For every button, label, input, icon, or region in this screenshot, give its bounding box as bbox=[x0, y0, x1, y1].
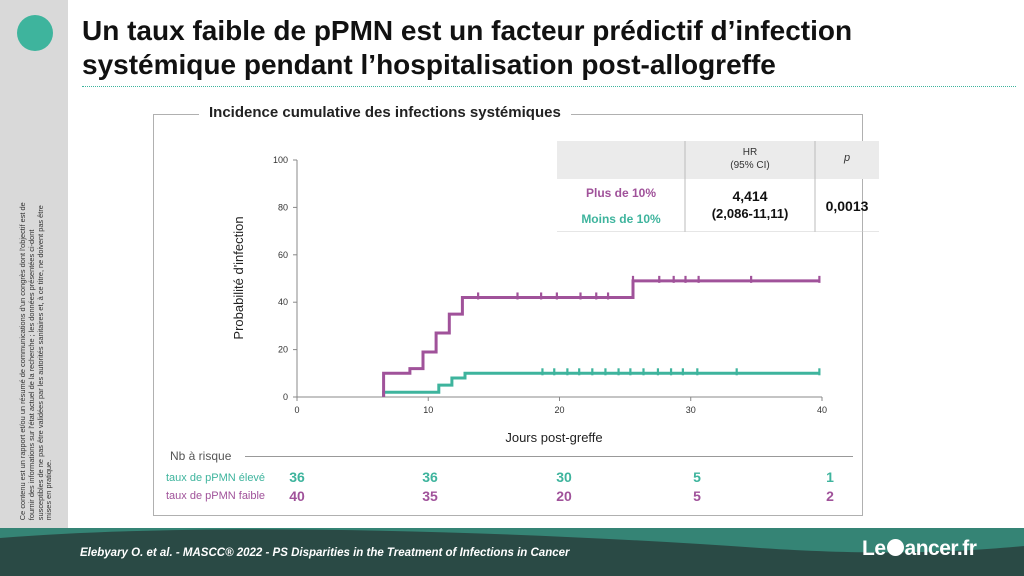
risk-value: 5 bbox=[693, 488, 701, 504]
y-tick-label: 0 bbox=[283, 392, 288, 402]
chart-title: Incidence cumulative des infections syst… bbox=[199, 104, 571, 121]
y-tick-label: 20 bbox=[278, 345, 288, 355]
brand-c-icon bbox=[886, 539, 904, 556]
footer-citation: Elebyary O. et al. - MASCC® 2022 - PS Di… bbox=[80, 547, 570, 559]
risk-value: 40 bbox=[289, 488, 305, 504]
x-tick-label: 20 bbox=[554, 405, 564, 415]
p-value: 0,0013 bbox=[825, 198, 869, 214]
ci-value: (2,086-11,11) bbox=[711, 206, 789, 221]
slide-title: Un taux faible de pPMN est un facteur pr… bbox=[82, 15, 853, 80]
x-tick-label: 30 bbox=[686, 405, 696, 415]
risk-value: 36 bbox=[289, 469, 305, 485]
series-line-moins-10 bbox=[382, 279, 820, 397]
x-tick-label: 0 bbox=[294, 405, 299, 415]
row-label-plus: Plus de 10% bbox=[585, 186, 657, 200]
risk-value: 1 bbox=[826, 469, 834, 485]
risk-table-divider bbox=[245, 456, 853, 457]
risk-row-label-high: taux de pPMN élevé bbox=[166, 472, 266, 484]
risk-value: 35 bbox=[422, 488, 438, 504]
sidebar bbox=[0, 0, 68, 528]
x-axis-label: Jours post-greffe bbox=[505, 430, 602, 445]
x-tick-label: 10 bbox=[423, 405, 433, 415]
risk-value: 20 bbox=[556, 488, 572, 504]
chart-curves bbox=[382, 275, 821, 397]
risk-value: 30 bbox=[556, 469, 572, 485]
chart-panel bbox=[153, 114, 863, 516]
y-axis-label: Probabilité d'infection bbox=[231, 216, 246, 339]
series-line-plus-10 bbox=[382, 371, 820, 397]
risk-value: 5 bbox=[693, 469, 701, 485]
hr-table: HR (95% CI) p Plus de 10% Moins de 10% 4… bbox=[557, 141, 879, 232]
risk-table-header: Nb à risque bbox=[170, 449, 232, 463]
x-tick-label: 40 bbox=[817, 405, 827, 415]
footer-bar bbox=[0, 528, 1024, 576]
brand-left: Le bbox=[862, 537, 886, 560]
ci-head: (95% CI) bbox=[730, 160, 770, 171]
y-tick-label: 80 bbox=[278, 202, 288, 212]
risk-value: 2 bbox=[826, 488, 834, 504]
y-tick-label: 60 bbox=[278, 250, 288, 260]
risk-row-label-low: taux de pPMN faible bbox=[166, 490, 266, 502]
brand-logo: Le ancer.fr bbox=[862, 537, 977, 561]
row-label-moins: Moins de 10% bbox=[581, 212, 661, 226]
p-head: p bbox=[843, 152, 851, 164]
title-divider bbox=[82, 86, 1016, 87]
brand-right: ancer.fr bbox=[904, 537, 977, 560]
hr-value: 4,414 bbox=[732, 188, 768, 204]
logo-circle-icon bbox=[17, 15, 53, 51]
risk-value: 36 bbox=[422, 469, 438, 485]
hr-head: HR bbox=[742, 147, 758, 158]
y-tick-label: 40 bbox=[278, 297, 288, 307]
y-tick-label: 100 bbox=[273, 155, 288, 165]
